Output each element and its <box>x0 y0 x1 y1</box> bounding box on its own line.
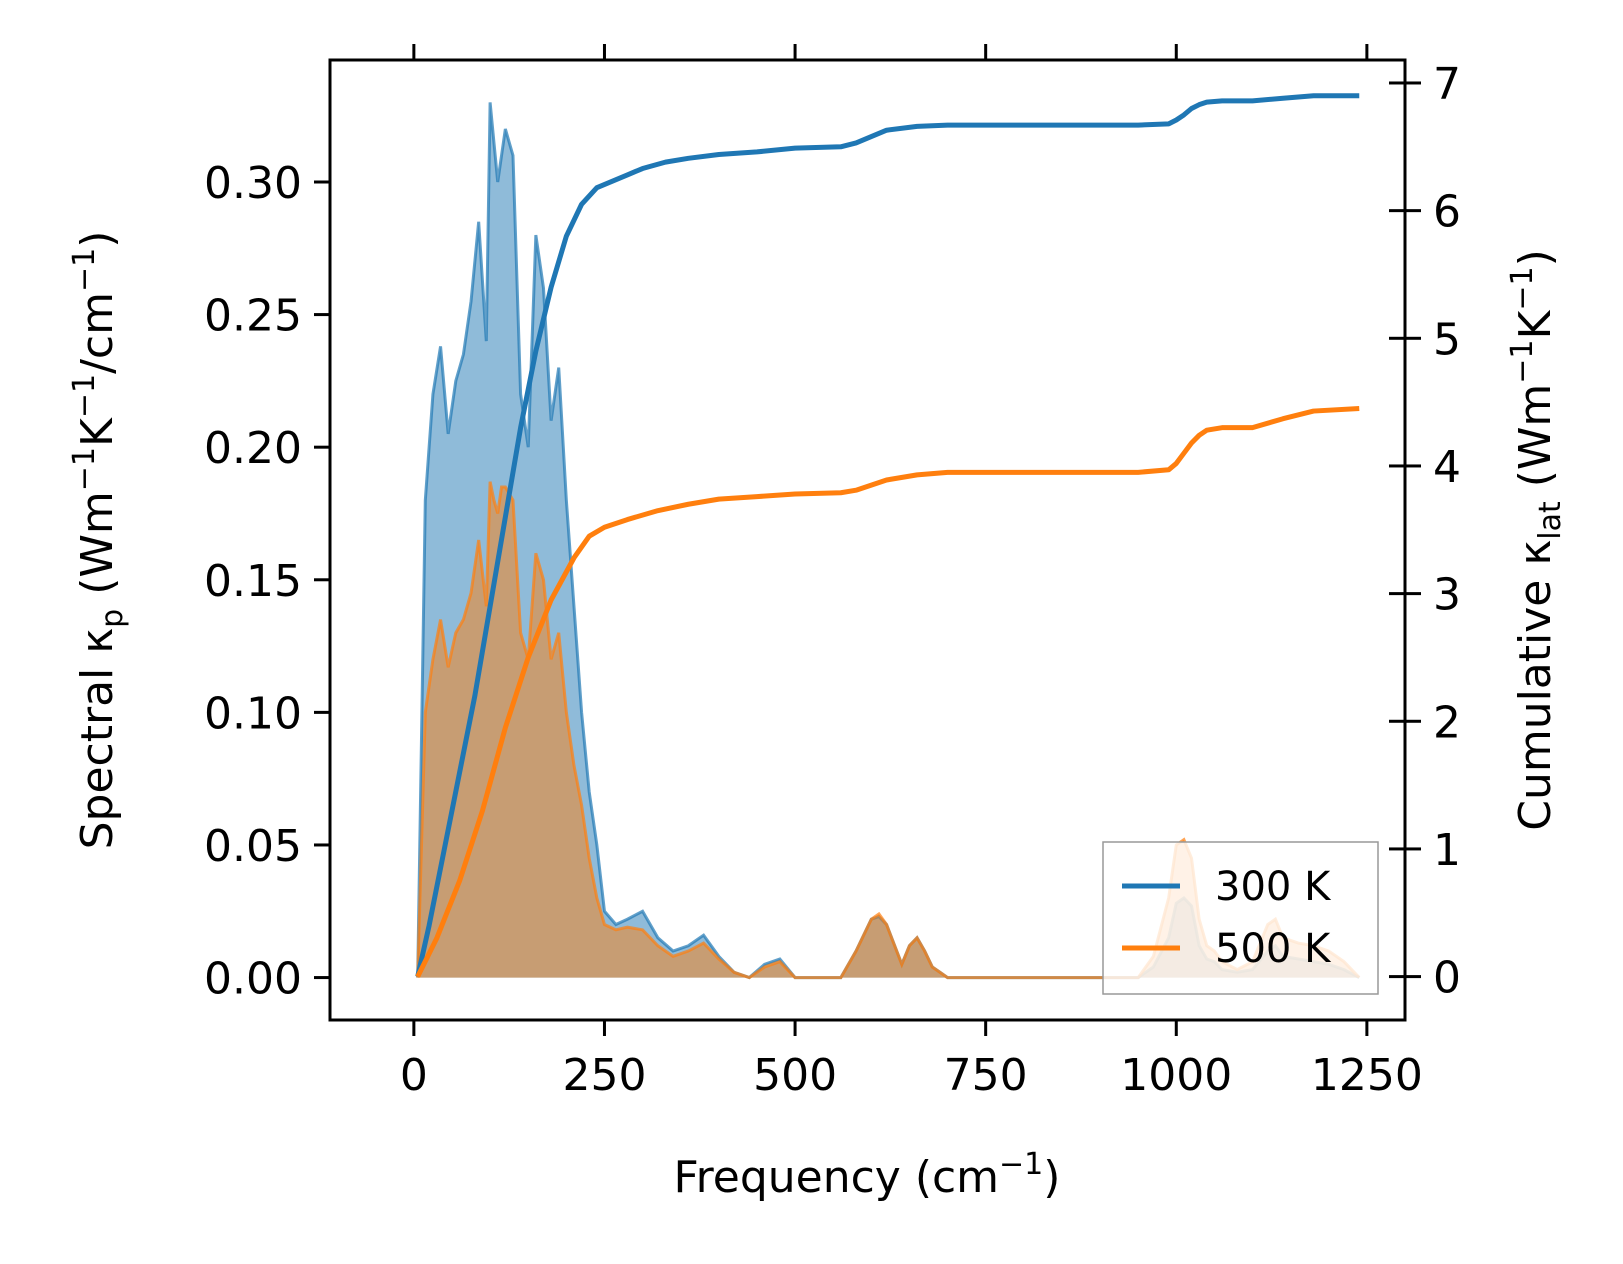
y-right-tick-label: 3 <box>1433 570 1461 621</box>
legend-label-300k: 300 K <box>1215 864 1332 910</box>
y-left-tick-label: 0.10 <box>204 688 302 739</box>
y-axis-left-title: Spectral κp (Wm−1K−1/cm−1) <box>67 231 130 850</box>
x-tick-label: 750 <box>944 1050 1028 1101</box>
y-right-tick-label: 1 <box>1433 825 1461 876</box>
y-axis-right-title: Cumulative κlat (Wm−1K−1) <box>1505 249 1568 831</box>
y-right-tick-label: 5 <box>1433 314 1461 365</box>
x-axis-title: Frequency (cm−1) <box>674 1147 1061 1203</box>
y-right-tick-label: 0 <box>1433 953 1461 1004</box>
legend: 300 K 500 K <box>1102 841 1379 995</box>
legend-box <box>1102 841 1379 995</box>
x-tick-label: 1000 <box>1120 1050 1232 1101</box>
y-right-tick-label: 6 <box>1433 187 1461 238</box>
cumulative-line-500k <box>415 406 1360 978</box>
y-right-tick-label: 7 <box>1433 59 1461 110</box>
spectral-area-500k <box>417 481 1360 978</box>
x-tick-label: 0 <box>400 1050 428 1101</box>
axis-ticks: 0 250 500 750 1000 12500.000.050.100.150.200.… <box>204 44 1461 1101</box>
cumulative-line-300k <box>415 93 1360 978</box>
y-left-tick-label: 0.20 <box>204 423 302 474</box>
y-left-tick-label: 0.30 <box>204 158 302 209</box>
x-tick-label: 500 <box>753 1050 837 1101</box>
x-tick-label: 250 <box>562 1050 646 1101</box>
legend-label-500k: 500 K <box>1215 926 1332 972</box>
y-right-tick-label: 2 <box>1433 697 1461 748</box>
y-left-tick-label: 0.05 <box>204 821 302 872</box>
y-left-tick-label: 0.25 <box>204 291 302 342</box>
y-left-tick-label: 0.00 <box>204 954 302 1005</box>
x-tick-label: 1250 <box>1311 1050 1423 1101</box>
plot-frame <box>328 58 1407 1022</box>
cumulative-lines <box>415 93 1360 978</box>
y-left-tick-label: 0.15 <box>204 556 302 607</box>
y-right-tick-label: 4 <box>1433 442 1461 493</box>
